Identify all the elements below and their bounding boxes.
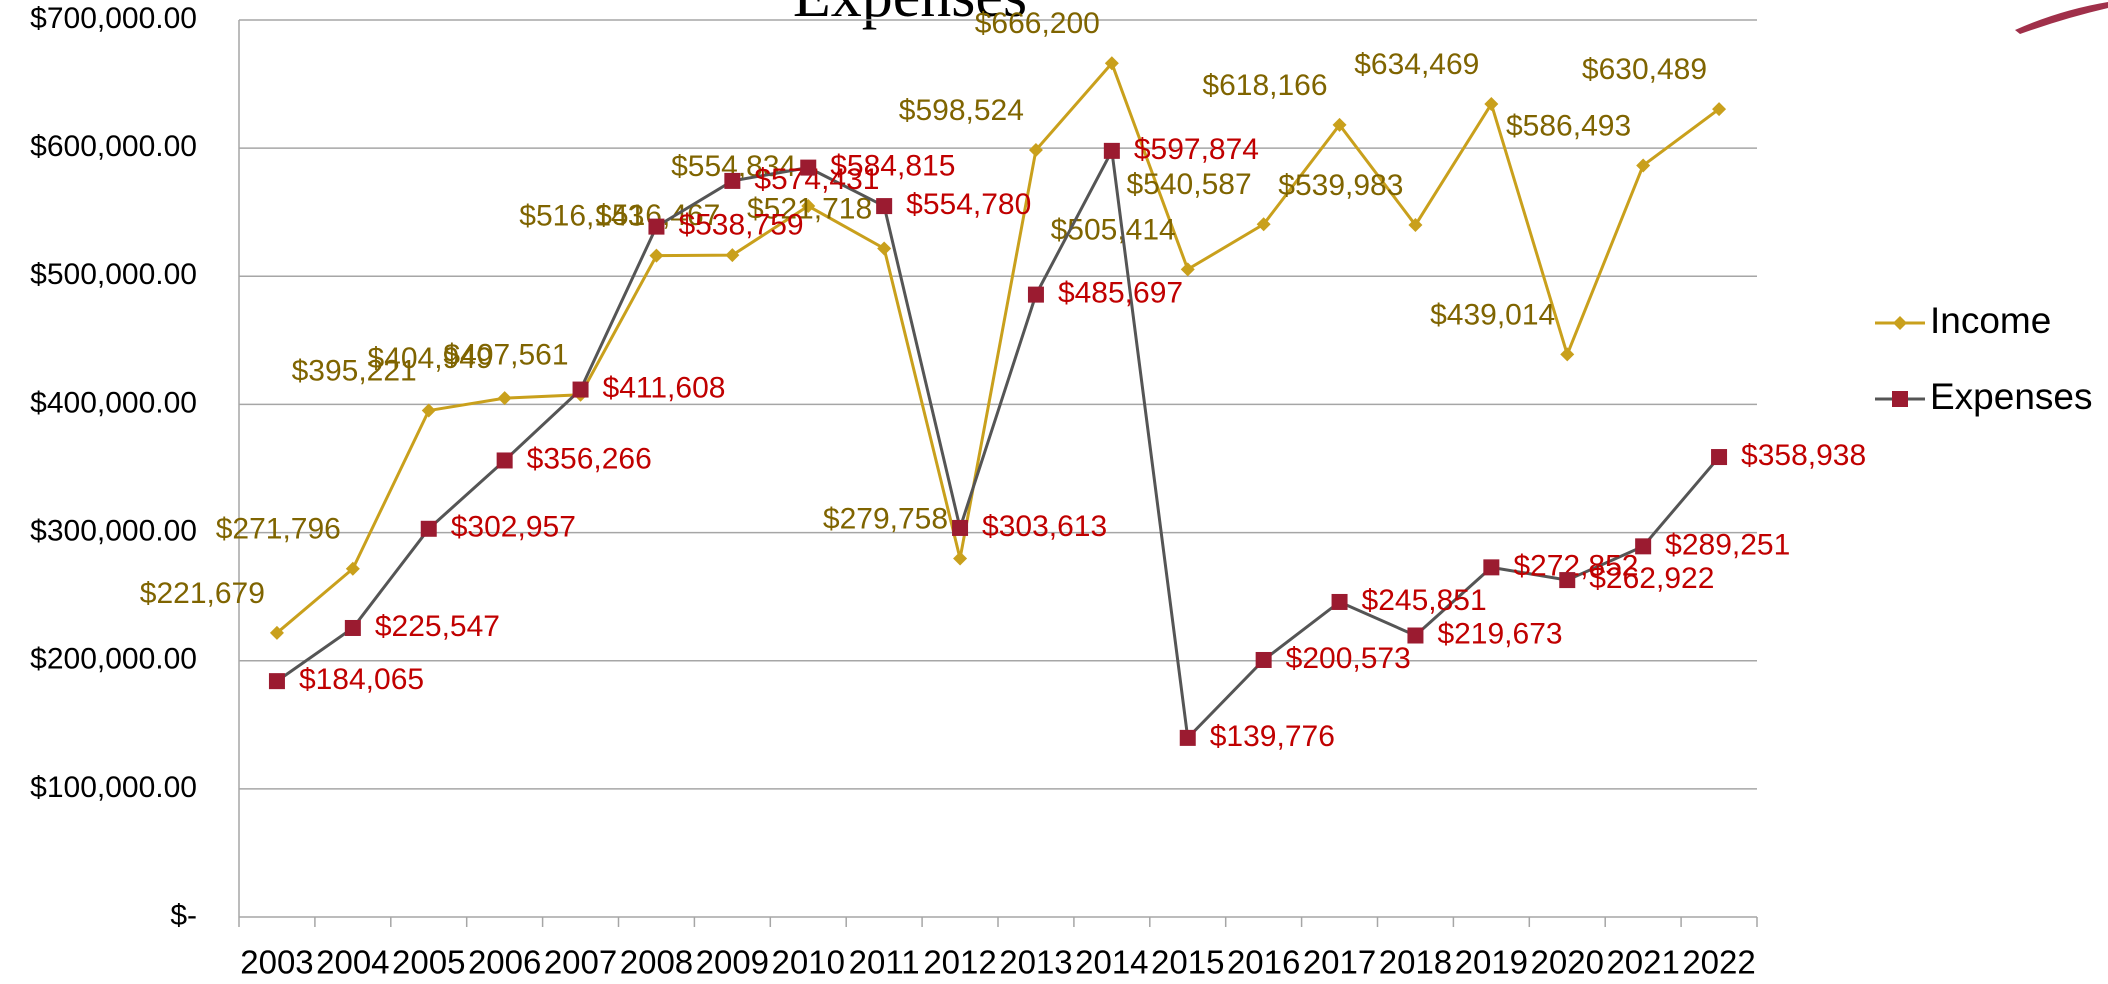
marker bbox=[953, 552, 967, 566]
y-tick-label: $- bbox=[170, 899, 197, 932]
x-tick-label: 2012 bbox=[923, 944, 996, 981]
data-label: $184,065 bbox=[299, 663, 424, 696]
data-label: $634,469 bbox=[1354, 48, 1479, 81]
marker bbox=[800, 160, 816, 176]
data-label: $200,573 bbox=[1286, 642, 1411, 675]
marker bbox=[422, 404, 436, 418]
marker bbox=[724, 173, 740, 189]
y-tick-label: $200,000.00 bbox=[30, 643, 197, 676]
legend-marker bbox=[1893, 316, 1907, 330]
data-label: $262,922 bbox=[1589, 562, 1714, 595]
marker bbox=[1256, 652, 1272, 668]
data-label: $356,266 bbox=[527, 442, 652, 475]
x-tick-label: 2004 bbox=[316, 944, 389, 981]
legend-marker bbox=[1892, 391, 1908, 407]
data-label: $538,759 bbox=[678, 209, 803, 242]
marker bbox=[1711, 449, 1727, 465]
x-tick-label: 2006 bbox=[468, 944, 541, 981]
data-label: $485,697 bbox=[1058, 277, 1183, 310]
x-tick-label: 2019 bbox=[1455, 944, 1528, 981]
data-label: $597,874 bbox=[1134, 133, 1259, 166]
data-label: $221,679 bbox=[140, 577, 265, 610]
data-label: $630,489 bbox=[1582, 53, 1707, 86]
x-tick-label: 2003 bbox=[240, 944, 313, 981]
y-tick-label: $600,000.00 bbox=[30, 130, 197, 163]
marker bbox=[1559, 572, 1575, 588]
data-label: $139,776 bbox=[1210, 720, 1335, 753]
data-label: $271,796 bbox=[216, 513, 341, 546]
marker bbox=[1484, 97, 1498, 111]
data-label: $666,200 bbox=[975, 7, 1100, 40]
marker bbox=[573, 382, 589, 398]
data-label: $584,815 bbox=[830, 150, 955, 183]
x-tick-label: 2018 bbox=[1379, 944, 1452, 981]
marker bbox=[648, 219, 664, 235]
data-label: $539,983 bbox=[1278, 169, 1403, 202]
x-tick-label: 2011 bbox=[849, 944, 920, 981]
data-label: $554,780 bbox=[906, 188, 1031, 221]
data-label: $407,561 bbox=[443, 339, 568, 372]
x-tick-label: 2007 bbox=[544, 944, 617, 981]
x-tick-label: 2014 bbox=[1075, 944, 1148, 981]
marker bbox=[876, 198, 892, 214]
data-label: $586,493 bbox=[1506, 109, 1631, 142]
marker bbox=[1635, 538, 1651, 554]
data-label: $540,587 bbox=[1127, 168, 1252, 201]
marker bbox=[952, 520, 968, 536]
y-tick-label: $400,000.00 bbox=[30, 386, 197, 419]
x-tick-label: 2005 bbox=[392, 944, 465, 981]
marker bbox=[1104, 143, 1120, 159]
x-tick-label: 2021 bbox=[1606, 944, 1679, 981]
marker bbox=[1483, 559, 1499, 575]
data-label: $358,938 bbox=[1741, 439, 1866, 472]
marker bbox=[649, 249, 663, 263]
marker bbox=[1407, 628, 1423, 644]
x-tick-label: 2010 bbox=[772, 944, 845, 981]
data-label: $598,524 bbox=[899, 94, 1024, 127]
x-tick-label: 2008 bbox=[620, 944, 693, 981]
data-label: $245,851 bbox=[1362, 584, 1487, 617]
marker bbox=[1181, 262, 1195, 276]
legend-label: Expenses bbox=[1930, 376, 2093, 417]
data-label: $302,957 bbox=[451, 511, 576, 544]
x-tick-label: 2015 bbox=[1151, 944, 1224, 981]
x-tick-label: 2016 bbox=[1227, 944, 1300, 981]
marker bbox=[498, 391, 512, 405]
data-label: $303,613 bbox=[982, 510, 1107, 543]
y-tick-label: $100,000.00 bbox=[30, 771, 197, 804]
marker bbox=[1028, 287, 1044, 303]
data-label: $219,673 bbox=[1437, 617, 1562, 650]
data-label: $618,166 bbox=[1202, 69, 1327, 102]
marker bbox=[1332, 594, 1348, 610]
marker bbox=[345, 620, 361, 636]
x-tick-label: 2017 bbox=[1303, 944, 1376, 981]
marker bbox=[1180, 730, 1196, 746]
x-tick-label: 2013 bbox=[999, 944, 1072, 981]
x-tick-label: 2022 bbox=[1682, 944, 1755, 981]
marker bbox=[269, 673, 285, 689]
marker bbox=[497, 452, 513, 468]
x-tick-label: 2020 bbox=[1531, 944, 1604, 981]
x-tick-label: 2009 bbox=[696, 944, 769, 981]
y-tick-label: $700,000.00 bbox=[30, 2, 197, 35]
marker bbox=[1560, 347, 1574, 361]
y-tick-label: $300,000.00 bbox=[30, 514, 197, 547]
chart: Expenses $- $100,000.00 $200,000.00 $300,00… bbox=[0, 0, 2108, 984]
marker bbox=[877, 241, 891, 255]
y-tick-label: $500,000.00 bbox=[30, 258, 197, 291]
decoration bbox=[2015, 2, 2108, 34]
data-label: $411,608 bbox=[603, 371, 726, 404]
marker bbox=[421, 521, 437, 537]
data-label: $225,547 bbox=[375, 610, 500, 643]
data-label: $439,014 bbox=[1430, 298, 1555, 331]
data-label: $289,251 bbox=[1665, 528, 1790, 561]
legend-label: Income bbox=[1930, 300, 2051, 341]
data-label: $279,758 bbox=[823, 502, 948, 535]
